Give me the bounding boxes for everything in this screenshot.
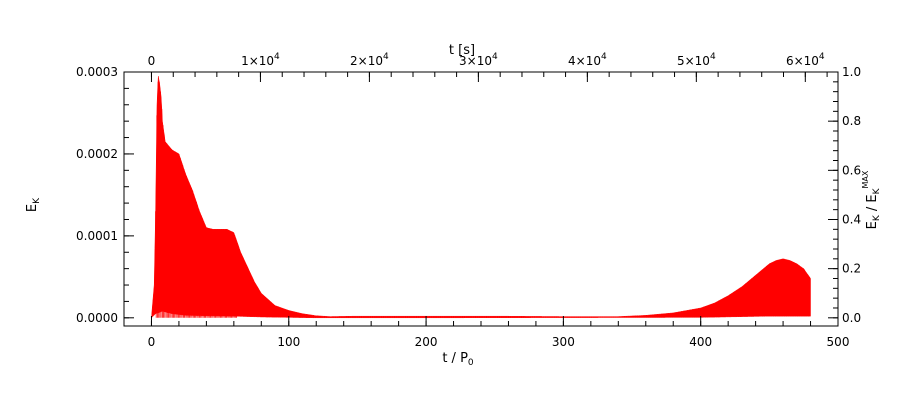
top-tick-label: 0 — [148, 54, 156, 68]
right-axis-title-sub2: K — [872, 187, 882, 194]
axis-ticks — [123, 71, 839, 326]
right-tick-label: 0.2 — [842, 262, 861, 276]
top-tick-label: 5×104 — [677, 52, 716, 68]
right-tick-label: 0.0 — [842, 311, 861, 325]
series-fill-band — [151, 76, 811, 319]
y-tick-label: 0.0003 — [76, 65, 118, 79]
x-tick-label: 400 — [689, 335, 712, 349]
top-tick-label: 2×104 — [350, 52, 389, 68]
y-tick-label: 0.0000 — [76, 311, 118, 325]
right-tick-label: 0.8 — [842, 114, 861, 128]
x-tick-label: 0 — [148, 335, 156, 349]
x-axis-title: t / P0 — [442, 351, 474, 368]
top-tick-label: 6×104 — [786, 52, 825, 68]
top-tick-label: 1×104 — [241, 52, 280, 68]
x-tick-label: 100 — [277, 335, 300, 349]
left-axis-title: EK — [25, 197, 42, 212]
right-axis-title-sub: K — [872, 214, 882, 221]
x-tick-label: 200 — [415, 335, 438, 349]
axis-tick-labels: 0 100 200 300 400 500 0 1×104 2×104 3×104 4×104 5×1… — [76, 52, 861, 349]
right-axis-title-sep: / — [865, 203, 880, 216]
left-axis-title-sub: K — [32, 197, 42, 204]
series-oscillation-lines — [155, 81, 237, 318]
right-tick-label: 1.0 — [842, 65, 861, 79]
right-tick-label: 0.4 — [842, 212, 861, 226]
right-axis-title-sup2: MAX — [861, 170, 870, 188]
plot-area — [151, 76, 811, 319]
top-tick-label: 3×104 — [459, 52, 498, 68]
x-tick-label: 500 — [827, 335, 850, 349]
right-tick-label: 0.6 — [842, 163, 861, 177]
x-tick-label: 300 — [552, 335, 575, 349]
top-axis-title: t [s] — [449, 43, 475, 58]
top-tick-label: 4×104 — [568, 52, 607, 68]
y-tick-label: 0.0001 — [76, 229, 118, 243]
x-axis-title-sub: 0 — [468, 358, 474, 368]
y-tick-label: 0.0002 — [76, 147, 118, 161]
right-axis-title: EK / EKMAX — [861, 170, 882, 229]
